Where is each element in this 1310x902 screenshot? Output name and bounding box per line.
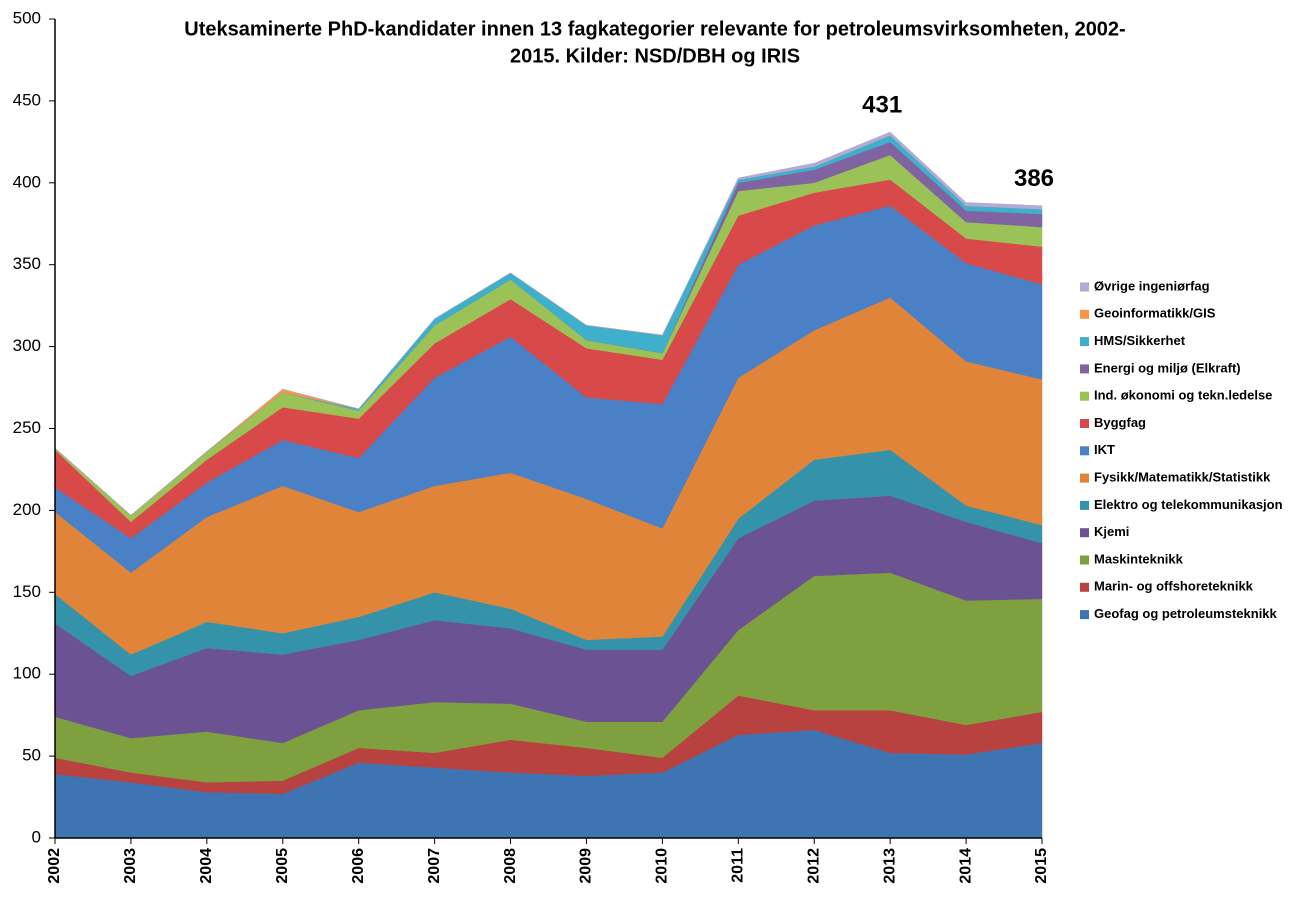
legend-label: Geoinformatikk/GIS — [1094, 306, 1216, 321]
legend-label: Maskinteknikk — [1094, 551, 1184, 566]
legend-swatch — [1080, 419, 1089, 428]
legend-label: Kjemi — [1094, 524, 1129, 539]
legend-swatch — [1080, 364, 1089, 374]
legend-label: Byggfag — [1094, 415, 1146, 430]
legend-swatch — [1080, 582, 1089, 592]
legend-label: Energi og miljø (Elkraft) — [1094, 360, 1241, 375]
x-tick-label: 2015 — [1033, 848, 1050, 884]
legend-label: Ind. økonomi og tekn.ledelse — [1094, 388, 1272, 403]
x-tick-label: 2003 — [122, 848, 139, 884]
x-tick-label: 2010 — [654, 848, 671, 884]
x-tick-label: 2011 — [730, 848, 747, 883]
x-tick-label: 2007 — [426, 848, 443, 884]
y-tick-label: 400 — [13, 172, 41, 191]
legend-swatch — [1080, 282, 1089, 292]
x-tick-label: 2009 — [578, 848, 595, 884]
x-tick-label: 2008 — [502, 848, 519, 884]
area — [54, 131, 1043, 516]
y-tick-label: 350 — [13, 254, 41, 273]
y-tick-label: 100 — [13, 664, 41, 683]
y-tick-label: 500 — [13, 8, 41, 27]
x-tick-label: 2004 — [198, 848, 215, 884]
legend-label: Geofag og petroleumsteknikk — [1094, 606, 1278, 621]
legend-label: Øvrige ingeniørfag — [1094, 278, 1210, 293]
x-tick-label: 2013 — [881, 848, 898, 884]
chart-title: Uteksaminerte PhD-kandidater innen 13 fa… — [184, 18, 1125, 40]
legend-label: HMS/Sikkerhet — [1094, 333, 1186, 348]
x-tick-label: 2002 — [46, 848, 63, 884]
legend-swatch — [1080, 391, 1089, 401]
legend-swatch — [1080, 610, 1089, 620]
legend-swatch — [1080, 309, 1089, 319]
x-tick-label: 2014 — [957, 848, 974, 884]
legend-swatch — [1080, 337, 1089, 347]
x-tick-label: 2012 — [805, 848, 822, 884]
y-tick-label: 200 — [13, 500, 41, 519]
total-label: 431 — [862, 91, 902, 118]
legend-label: Marin- og offshoreteknikk — [1094, 579, 1254, 594]
x-tick-label: 2006 — [350, 848, 367, 884]
y-tick-label: 50 — [22, 746, 41, 765]
total-label: 386 — [1014, 165, 1054, 192]
legend-swatch — [1080, 473, 1089, 483]
y-tick-label: 150 — [13, 582, 41, 601]
y-tick-label: 250 — [13, 418, 41, 437]
legend-swatch — [1080, 528, 1089, 538]
y-tick-label: 300 — [13, 336, 41, 355]
x-tick-label: 2005 — [274, 848, 291, 884]
legend-label: Elektro og telekommunikasjon — [1094, 497, 1283, 512]
legend-label: Fysikk/Matematikk/Statistikk — [1094, 470, 1271, 485]
y-tick-label: 450 — [13, 90, 41, 109]
chart-title: 2015. Kilder: NSD/DBH og IRIS — [510, 45, 800, 67]
y-tick-label: 0 — [32, 827, 41, 846]
legend-swatch — [1080, 555, 1089, 565]
legend-swatch — [1080, 500, 1089, 510]
legend-swatch — [1080, 446, 1089, 456]
legend-label: IKT — [1094, 442, 1115, 457]
